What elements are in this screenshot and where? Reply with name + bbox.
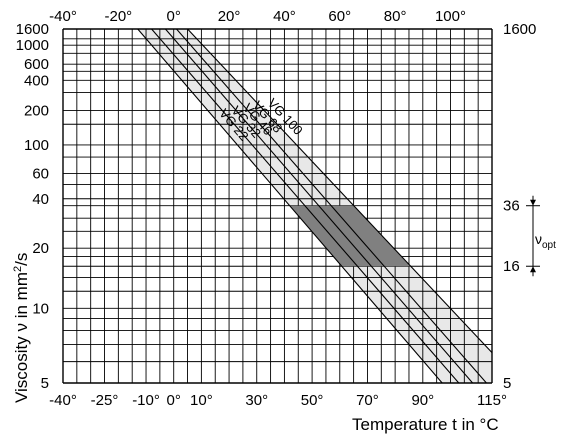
- x-tick-top: 100°: [435, 8, 466, 25]
- y-tick-left: 10: [32, 300, 49, 317]
- x-tick-bottom: 30°: [245, 392, 268, 409]
- y-tick-left: 200: [24, 103, 49, 120]
- optimal-zone-fill: [289, 205, 411, 267]
- grade-line-vg-46: [164, 28, 474, 384]
- y-tick-right: 1600: [503, 21, 536, 38]
- x-tick-bottom: 90°: [411, 392, 434, 409]
- x-tick-bottom: -40°: [49, 392, 77, 409]
- y-axis-label: Viscosity ν in mm2/s: [12, 253, 31, 403]
- x-tick-bottom: -25°: [91, 392, 119, 409]
- y-tick-left: 400: [24, 72, 49, 89]
- x-tick-bottom: -10°: [132, 392, 160, 409]
- x-tick-top: 0°: [167, 8, 181, 25]
- optimal-range-arrow-up: [530, 266, 536, 273]
- x-tick-bottom: 70°: [356, 392, 379, 409]
- x-tick-top: -40°: [49, 8, 77, 25]
- viscosity-grade-lines: [137, 28, 493, 384]
- x-tick-bottom: 10°: [190, 392, 213, 409]
- optimal-viscosity-label: νopt: [535, 231, 556, 251]
- x-tick-bottom: 50°: [301, 392, 324, 409]
- y-tick-left: 60: [32, 166, 49, 183]
- y-tick-left: 40: [32, 191, 49, 208]
- x-tick-top: 60°: [328, 8, 351, 25]
- y-tick-left: 20: [32, 240, 49, 257]
- y-tick-right: 5: [503, 375, 511, 392]
- optimal-viscosity-zone: [289, 205, 411, 267]
- x-tick-top: -20°: [105, 8, 133, 25]
- grade-line-vg-22: [137, 28, 443, 384]
- x-tick-top: 80°: [384, 8, 407, 25]
- grade-line-vg-32: [151, 28, 460, 384]
- y-tick-left: 600: [24, 56, 49, 73]
- x-tick-top: 40°: [273, 8, 296, 25]
- x-tick-top: 20°: [218, 8, 241, 25]
- x-axis-label: Temperature t in °C: [352, 415, 499, 434]
- optimal-range-arrow-down: [530, 199, 536, 206]
- y-tick-right: 16: [503, 258, 520, 275]
- y-tick-left: 5: [41, 375, 49, 392]
- x-tick-bottom: 0°: [167, 392, 181, 409]
- grade-line-vg-68: [176, 28, 487, 384]
- y-tick-left: 1000: [16, 37, 49, 54]
- grade-line-vg-100: [187, 28, 493, 354]
- y-tick-left: 1600: [16, 21, 49, 38]
- y-tick-left: 100: [24, 137, 49, 154]
- x-tick-bottom: 115°: [477, 392, 507, 409]
- y-tick-right: 36: [503, 198, 520, 215]
